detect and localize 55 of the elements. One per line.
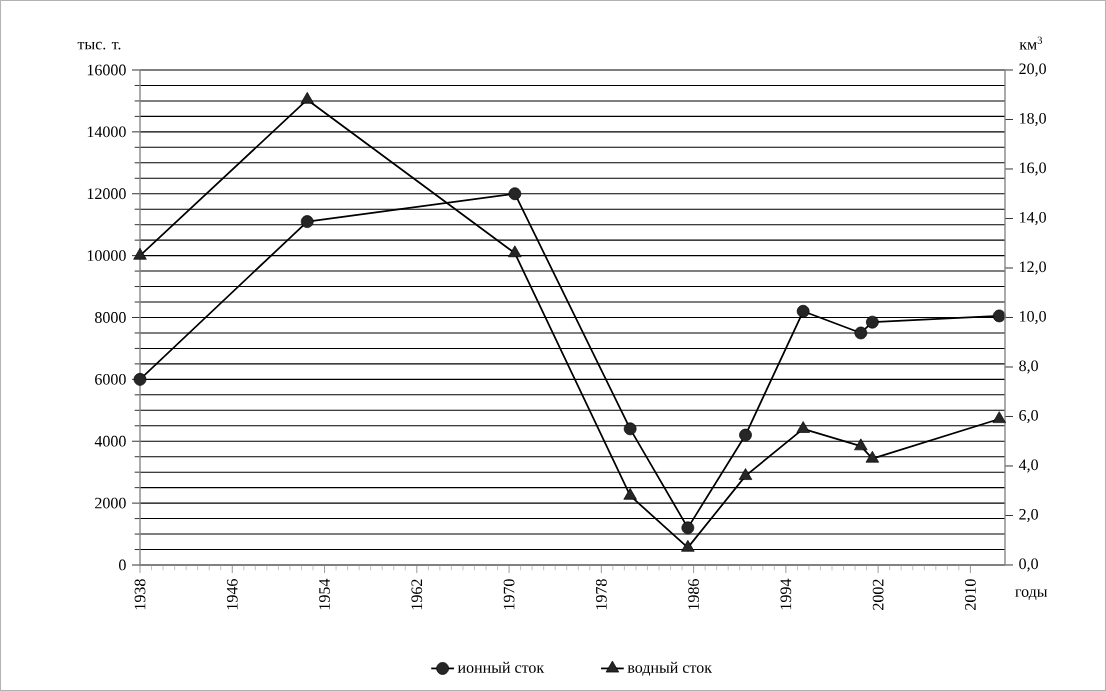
legend-label: ионный сток — [457, 661, 545, 673]
x-tick-label: 1994 — [780, 578, 792, 610]
x-tick-label: 1954 — [319, 578, 330, 610]
x-tick-label: 2002 — [872, 579, 884, 610]
x-tick-label: 1978 — [595, 579, 607, 610]
point — [854, 438, 868, 451]
y2-axis-title: км$^{3}$ — [1019, 36, 1043, 50]
point — [133, 247, 147, 260]
y2-tick-label: 12,0 — [1020, 261, 1046, 275]
y2-tick-label: 2,0 — [1019, 508, 1038, 523]
y-tick-label: 4000 — [94, 435, 126, 447]
point — [508, 187, 522, 201]
y2-tick-label: 18,0 — [1020, 112, 1046, 127]
y2-tick-label: 10,0 — [1020, 310, 1046, 325]
point — [992, 411, 1006, 423]
y2-tick-label: 8,0 — [1019, 360, 1038, 374]
point — [300, 215, 314, 228]
point — [992, 309, 1006, 323]
point — [738, 468, 753, 480]
y-tick-label: 6000 — [95, 373, 126, 385]
point — [854, 326, 868, 340]
x-axis-title: годы — [1015, 589, 1048, 600]
y2-tick-label: 4,0 — [1018, 459, 1038, 473]
point — [623, 488, 637, 500]
point — [133, 373, 147, 386]
y2-tick-label: 16,0 — [1020, 162, 1046, 176]
y-tick-label: 8000 — [95, 312, 126, 323]
y2-tick-label: 6,0 — [1019, 409, 1038, 424]
y-tick-label: 14000 — [87, 126, 126, 138]
y-tick-label: 16000 — [87, 64, 126, 76]
y2-tick-label: 0,0 — [1019, 558, 1038, 572]
point — [865, 450, 880, 463]
y2-tick-label: 14,0 — [1020, 211, 1046, 226]
y-tick-label: 10000 — [87, 250, 126, 261]
x-tick-label: 1986 — [688, 579, 699, 610]
y-tick-label: 12000 — [87, 188, 126, 200]
y2-tick-label: 20,0 — [1019, 63, 1046, 77]
y-tick-label: 0 — [119, 559, 126, 571]
point — [739, 428, 752, 442]
point — [796, 304, 810, 318]
x-tick-label: 1970 — [503, 579, 515, 610]
point — [508, 245, 522, 258]
x-tick-label: 1962 — [411, 579, 423, 610]
legend-label: водный сток — [627, 661, 712, 676]
point — [866, 315, 879, 329]
y-tick-label: 2000 — [95, 497, 126, 509]
x-tick-label: 2010 — [965, 579, 976, 610]
point — [623, 422, 637, 436]
point — [796, 421, 810, 433]
point — [681, 539, 695, 552]
point — [300, 92, 314, 104]
x-tick-label: 1946 — [226, 579, 238, 610]
y-axis-title: тыс. т. — [77, 41, 121, 50]
x-tick-label: 1938 — [134, 579, 146, 610]
point — [681, 521, 695, 535]
